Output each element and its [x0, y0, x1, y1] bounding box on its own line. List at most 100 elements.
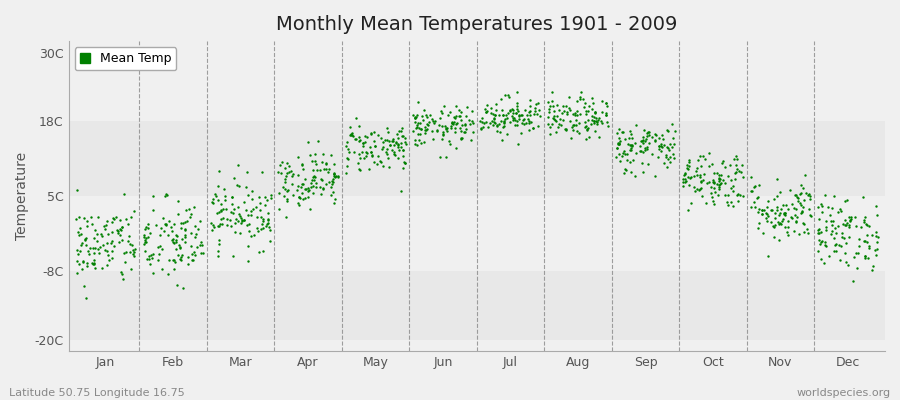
Point: [666, 151, 680, 158]
Point: [655, 136, 670, 142]
Point: [241, 192, 256, 198]
Point: [326, 176, 340, 182]
Point: [573, 88, 588, 95]
Point: [767, 234, 781, 240]
Point: [364, 152, 379, 158]
Point: [412, 130, 427, 137]
Point: [550, 102, 564, 108]
Point: [327, 170, 341, 176]
Point: [624, 142, 638, 149]
Point: [77, 236, 92, 242]
Point: [339, 143, 354, 149]
Point: [523, 112, 537, 118]
Point: [356, 140, 371, 146]
Point: [124, 266, 139, 273]
Point: [454, 116, 469, 123]
Point: [655, 144, 670, 150]
Point: [533, 112, 547, 119]
Point: [693, 153, 707, 159]
Point: [175, 236, 189, 242]
Point: [187, 234, 202, 240]
Point: [510, 88, 525, 95]
Point: [303, 152, 318, 158]
Point: [454, 136, 468, 142]
Point: [693, 186, 707, 192]
Point: [364, 130, 378, 136]
Point: [346, 149, 361, 155]
Point: [543, 131, 557, 138]
Point: [694, 163, 708, 169]
Point: [73, 225, 87, 231]
Point: [356, 142, 370, 149]
Point: [320, 169, 335, 175]
Point: [280, 169, 294, 176]
Point: [152, 251, 166, 258]
Point: [212, 168, 227, 175]
Point: [280, 198, 294, 204]
Point: [780, 206, 795, 212]
Point: [178, 234, 193, 240]
Point: [796, 197, 811, 204]
Point: [767, 196, 781, 202]
Point: [231, 211, 246, 217]
Point: [488, 112, 502, 118]
Point: [244, 212, 258, 219]
Point: [553, 116, 567, 123]
Point: [137, 241, 151, 248]
Point: [849, 223, 863, 229]
Point: [94, 265, 109, 271]
Point: [800, 226, 814, 232]
Point: [562, 106, 577, 113]
Point: [254, 226, 268, 232]
Point: [702, 162, 716, 169]
Point: [579, 123, 593, 129]
Point: [398, 160, 412, 166]
Point: [235, 218, 249, 224]
Point: [823, 212, 837, 219]
Point: [212, 253, 226, 260]
Point: [170, 233, 184, 239]
Point: [429, 128, 444, 134]
Point: [870, 246, 885, 252]
Point: [211, 223, 225, 229]
Point: [600, 119, 615, 126]
Point: [115, 224, 130, 230]
Point: [620, 156, 634, 163]
Point: [730, 156, 744, 162]
Point: [568, 112, 582, 119]
Point: [422, 118, 436, 125]
Point: [480, 108, 494, 114]
Point: [245, 188, 259, 194]
Point: [241, 257, 256, 264]
Point: [818, 218, 832, 224]
Point: [558, 125, 572, 132]
Point: [238, 206, 253, 213]
Point: [349, 114, 364, 121]
Point: [256, 218, 270, 224]
Point: [755, 211, 770, 217]
Point: [527, 105, 542, 111]
Point: [252, 248, 266, 255]
Point: [705, 161, 719, 167]
Point: [69, 247, 84, 253]
Point: [178, 219, 193, 226]
Point: [796, 220, 811, 227]
Point: [845, 278, 859, 284]
Point: [418, 130, 432, 136]
Point: [234, 214, 248, 221]
Point: [511, 116, 526, 122]
Point: [637, 145, 652, 151]
Point: [490, 122, 504, 129]
Point: [394, 144, 409, 151]
Point: [175, 252, 189, 258]
Point: [104, 229, 119, 235]
Point: [500, 131, 514, 138]
Point: [92, 250, 106, 256]
Point: [351, 166, 365, 173]
Point: [527, 107, 542, 114]
Point: [479, 108, 493, 115]
Point: [635, 149, 650, 156]
Point: [107, 216, 122, 223]
Point: [531, 123, 545, 129]
Point: [216, 215, 230, 221]
